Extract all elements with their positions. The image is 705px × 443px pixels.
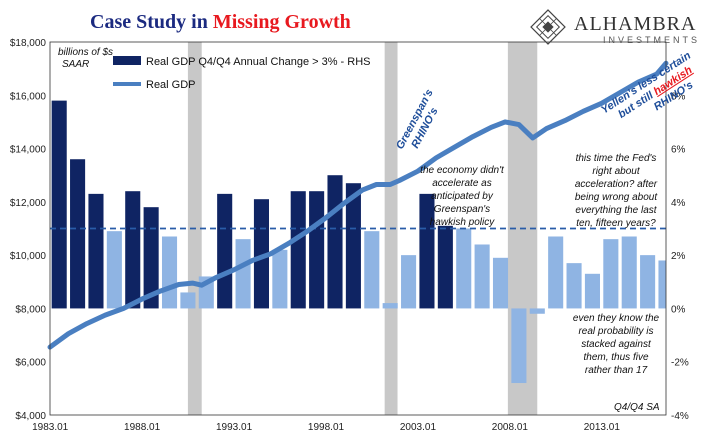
bar-2000 <box>364 231 380 309</box>
right-tick-label: 6% <box>671 145 686 156</box>
fed-line4: being wrong about <box>575 192 659 203</box>
fed-annotation: this time the Fed's right about accelera… <box>575 153 659 229</box>
bar-1995 <box>272 249 288 309</box>
fed-line6: ten, fifteen years? <box>576 218 656 229</box>
fed-line3: acceleration? after <box>575 179 658 190</box>
fed-line5: everything the last <box>575 205 657 216</box>
x-tick-label: 2003.01 <box>400 422 437 433</box>
right-tick-label: 8% <box>671 91 686 102</box>
right-tick-label: 2% <box>671 251 686 262</box>
alhambra-logo: ALHAMBRA INVESTMENTS <box>530 9 700 45</box>
bar-1999 <box>345 183 361 309</box>
probability-line3: stacked against <box>581 339 652 350</box>
economy-annotation: the economy didn't accelerate as anticip… <box>420 165 505 228</box>
left-tick-label: $16,000 <box>10 91 47 102</box>
bar-2004 <box>437 225 453 309</box>
bar-2003 <box>419 193 435 309</box>
bar-2005 <box>456 228 472 309</box>
fed-line1: this time the Fed's <box>576 153 657 164</box>
logo-mark <box>530 9 566 45</box>
left-tick-label: $10,000 <box>10 251 47 262</box>
bar-2007 <box>492 257 509 309</box>
x-tick-label: 1993.01 <box>216 422 253 433</box>
bar-1987 <box>125 191 141 309</box>
footnote: Q4/Q4 SA <box>614 402 660 413</box>
annual-change-bars <box>51 100 666 384</box>
bar-1992 <box>217 193 233 309</box>
bar-1985 <box>88 193 104 309</box>
units-label-line2: SAAR <box>62 59 89 70</box>
bar-2006 <box>474 244 490 309</box>
right-tick-label: -2% <box>671 358 689 369</box>
bar-1983 <box>51 100 67 309</box>
probability-line4: them, thus five <box>583 352 648 363</box>
bar-1998 <box>327 175 343 309</box>
probability-annotation: even they know the real probability is s… <box>573 313 660 376</box>
real-gdp-line <box>47 60 669 350</box>
left-axis-ticks: $4,000 $6,000 $8,000 $10,000 $12,000 $14,000 $… <box>10 38 47 422</box>
logo-subtitle: INVESTMENTS <box>603 35 700 45</box>
bar-1988 <box>143 207 159 309</box>
left-tick-label: $8,000 <box>15 304 46 315</box>
plot-frame <box>49 41 667 416</box>
legend-bar-swatch <box>113 56 141 65</box>
bar-2012 <box>584 273 600 309</box>
left-tick-label: $12,000 <box>10 198 47 209</box>
logo-name: ALHAMBRA <box>574 13 696 35</box>
economy-line3: anticipated by <box>431 191 494 202</box>
bar-1989 <box>161 236 178 309</box>
bar-2013 <box>603 239 619 309</box>
bar-1990 <box>180 292 196 309</box>
probability-line5: rather than 17 <box>585 365 648 376</box>
legend-bar-label: Real GDP Q4/Q4 Annual Change > 3% - RHS <box>146 56 371 68</box>
left-tick-label: $18,000 <box>10 38 47 49</box>
right-tick-label: -4% <box>671 411 689 422</box>
bar-1984 <box>70 159 86 309</box>
x-tick-label: 1998.01 <box>308 422 345 433</box>
probability-line2: real probability is <box>578 326 653 337</box>
economy-line4: Greenspan's <box>434 204 490 215</box>
greenspan-annotation: Greenspan's RHINO's <box>394 87 441 151</box>
right-tick-label: 0% <box>671 304 686 315</box>
probability-line1: even they know the <box>573 313 660 324</box>
chart-title: Case Study in Missing Growth <box>90 11 351 33</box>
legend-line-label: Real GDP <box>146 79 196 91</box>
chart-title-part1: Case Study in <box>90 11 213 33</box>
x-tick-label: 2013.01 <box>584 422 621 433</box>
fed-line2: right about <box>592 166 640 177</box>
bar-2008 <box>511 308 527 384</box>
units-label-line1: billions of $s <box>58 47 113 58</box>
bar-2011 <box>566 263 582 309</box>
economy-line5: hawkish policy <box>430 217 495 228</box>
bar-1996 <box>290 191 306 309</box>
economy-line2: accelerate as <box>432 178 491 189</box>
chart-title-part2: Missing Growth <box>213 11 351 33</box>
left-tick-label: $14,000 <box>10 145 47 156</box>
bar-1997 <box>309 191 325 309</box>
x-tick-label: 1988.01 <box>124 422 161 433</box>
bar-1993 <box>235 239 251 309</box>
bar-1986 <box>106 231 122 309</box>
left-tick-label: $6,000 <box>15 358 46 369</box>
right-tick-label: 4% <box>671 198 686 209</box>
bar-2014 <box>621 236 637 309</box>
bar-2009 <box>529 308 545 314</box>
economy-line1: the economy didn't <box>420 165 505 176</box>
bar-2016 <box>658 260 666 309</box>
bar-2015 <box>640 255 656 309</box>
left-tick-label: $4,000 <box>15 411 46 422</box>
bar-2010 <box>548 236 564 309</box>
bar-2001 <box>382 303 398 309</box>
legend: Real GDP Q4/Q4 Annual Change > 3% - RHS … <box>113 56 371 91</box>
x-tick-label: 2008.01 <box>492 422 529 433</box>
x-tick-label: 1983.01 <box>32 422 69 433</box>
bar-2002 <box>401 255 417 309</box>
right-axis-ticks: -4% -2% 0% 2% 4% 6% 8% <box>671 91 689 422</box>
bar-1994 <box>253 199 270 309</box>
x-axis-ticks: 1983.01 1988.01 1993.01 1998.01 2003.01 2008.… <box>32 422 620 433</box>
